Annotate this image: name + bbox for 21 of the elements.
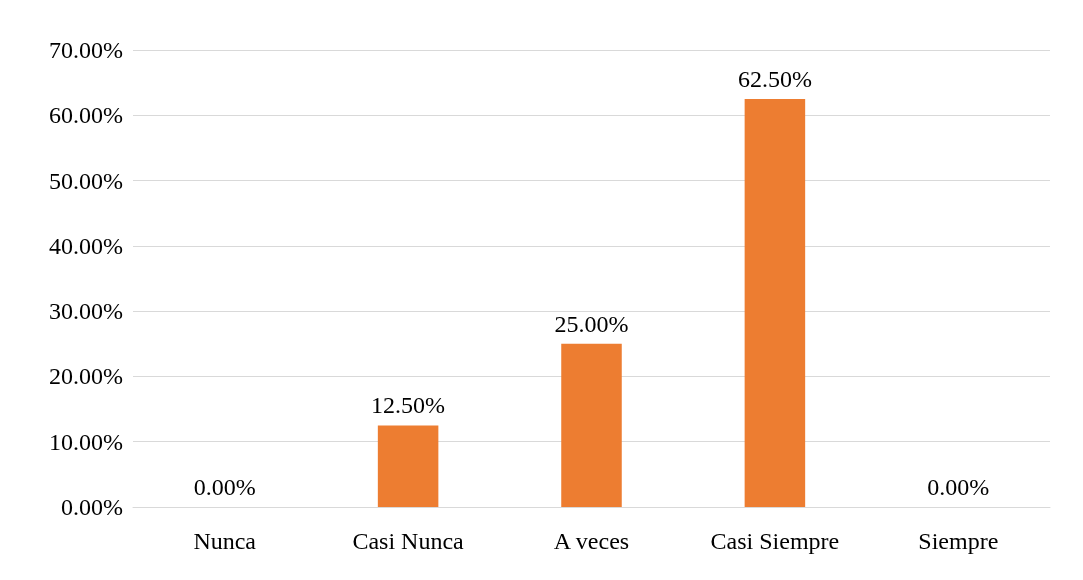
x-tick-label: A veces bbox=[553, 528, 630, 554]
x-tick-label: Casi Siempre bbox=[710, 528, 840, 554]
data-label: 0.00% bbox=[193, 474, 256, 500]
y-tick-label: 70.00% bbox=[49, 37, 123, 63]
y-tick-label: 0.00% bbox=[61, 494, 123, 520]
data-label: 12.50% bbox=[371, 392, 446, 419]
y-tick-label: 10.00% bbox=[49, 428, 123, 455]
y-tick-label: 50.00% bbox=[49, 167, 123, 194]
data-label: 0.00% bbox=[927, 474, 990, 500]
bar bbox=[561, 343, 622, 507]
data-label: 62.50% bbox=[737, 65, 812, 92]
x-tick-label: Siempre bbox=[918, 528, 999, 554]
x-tick-label: Casi Nunca bbox=[352, 528, 465, 554]
y-tick-label: 30.00% bbox=[49, 298, 123, 325]
y-tick-label: 60.00% bbox=[49, 102, 123, 129]
y-tick-label: 20.00% bbox=[49, 363, 123, 390]
bar bbox=[377, 425, 439, 507]
data-label: 25.00% bbox=[554, 310, 629, 337]
y-tick-label: 40.00% bbox=[49, 232, 123, 259]
x-tick-label: Nunca bbox=[193, 528, 257, 554]
bar bbox=[744, 98, 806, 507]
